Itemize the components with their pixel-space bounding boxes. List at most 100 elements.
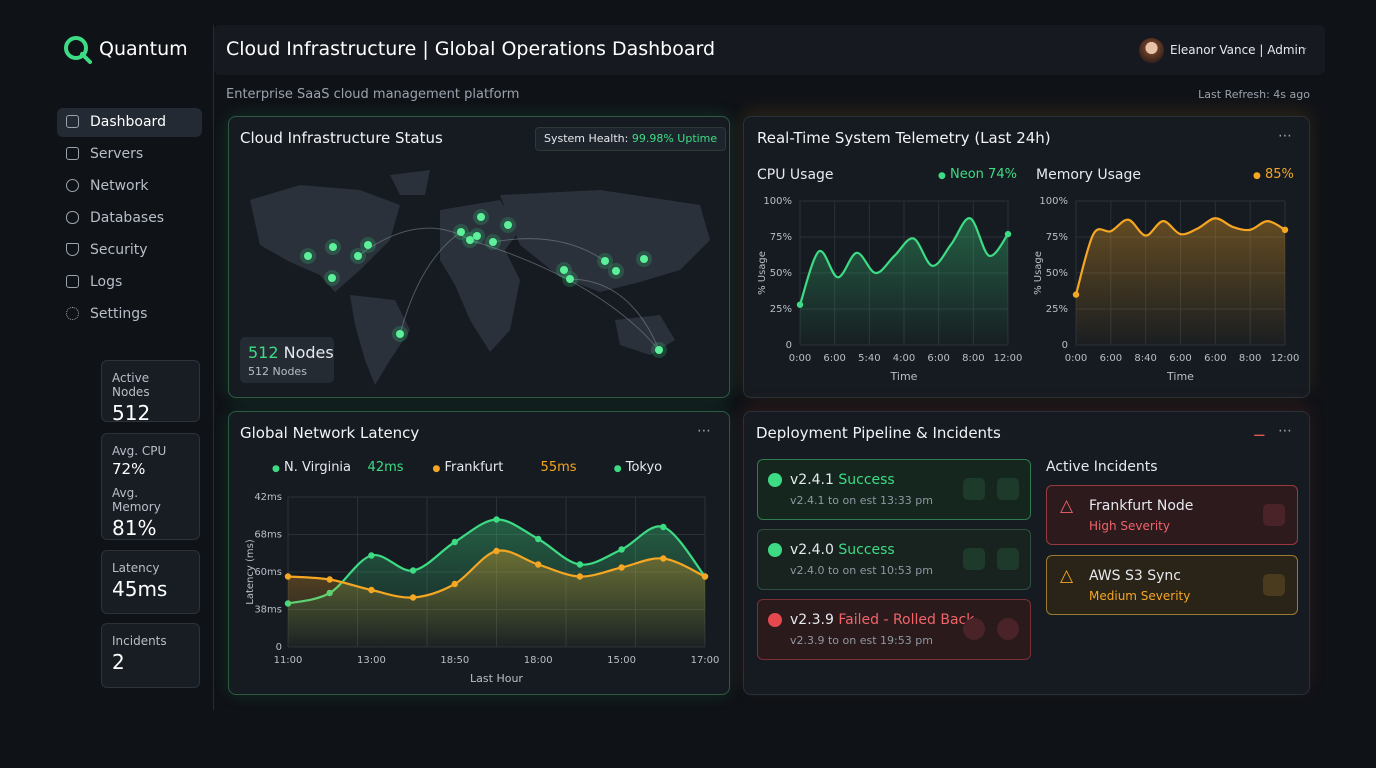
link-button[interactable] [997, 478, 1019, 500]
nodes-sub: 512 Nodes [248, 365, 307, 378]
incidents-title: Active Incidents [1046, 459, 1158, 475]
subtitle: Enterprise SaaS cloud management platfor… [226, 87, 520, 102]
history-button[interactable] [963, 618, 985, 640]
legend-label: 85% [1265, 167, 1294, 182]
nodes-value: 512 [248, 343, 279, 362]
nav-label: Databases [90, 210, 165, 226]
user-name[interactable]: Eleanor Vance | Admin [1170, 43, 1306, 57]
status: Success [838, 472, 895, 488]
latency-panel [228, 411, 730, 695]
nav-item[interactable]: Dashboard [57, 108, 202, 137]
nav-label: Servers [90, 146, 144, 162]
legend: ● N. Virginia 42ms ● Frankfurt 55ms ● To… [272, 460, 663, 475]
legend: ● 85% [1253, 167, 1294, 182]
version: v2.4.0 [790, 542, 834, 558]
stat-card: Latency 45ms [101, 550, 200, 614]
nav-item[interactable]: Security [57, 236, 202, 265]
health-badge: System Health: 99.98% Uptime [535, 127, 727, 151]
deploy-item[interactable]: v2.4.1 Success v2.4.1 to on est 13:33 pm [757, 459, 1031, 520]
nav-item[interactable]: Databases [57, 204, 202, 233]
incident-name: Frankfurt Node [1089, 498, 1194, 514]
stat-label: Avg. CPU [112, 444, 167, 458]
logo-icon [64, 36, 92, 64]
nav-item[interactable]: Settings [57, 300, 202, 329]
chart-title: CPU Usage [757, 167, 834, 183]
deploy-detail: v2.4.0 to on est 10:53 pm [790, 564, 933, 577]
approve-button[interactable] [963, 478, 985, 500]
bell-icon[interactable]: ⚊ [1253, 424, 1266, 440]
legend-value: 42ms [367, 460, 404, 475]
nav-icon [66, 211, 79, 224]
panel-title: Real-Time System Telemetry (Last 24h) [757, 129, 1051, 147]
deploy-item[interactable]: v2.4.0 Success v2.4.0 to on est 10:53 pm [757, 529, 1031, 590]
stat-label: Incidents [112, 634, 167, 648]
stat-label: Latency [112, 561, 160, 575]
health-value: 99.98% Uptime [631, 132, 718, 145]
deploy-detail: v2.4.1 to on est 13:33 pm [790, 494, 933, 507]
status: Failed - Rolled Back [838, 612, 975, 628]
menu-icon[interactable]: ⋯ [1278, 128, 1292, 144]
deploy-title: v2.3.9 Failed - Rolled Back [790, 612, 974, 628]
deploy-title: v2.4.0 Success [790, 542, 895, 558]
menu-icon[interactable]: ⋯ [1278, 423, 1292, 439]
nav-item[interactable]: Servers [57, 140, 202, 169]
panel-title: Deployment Pipeline & Incidents [756, 424, 1001, 442]
incident[interactable]: △ AWS S3 Sync Medium Severity [1046, 555, 1298, 615]
status-icon [768, 613, 782, 627]
incident-severity: High Severity [1089, 519, 1170, 533]
incident-button[interactable] [1263, 574, 1285, 596]
retry-button[interactable] [997, 618, 1019, 640]
menu-icon[interactable]: ⋯ [697, 423, 711, 439]
incident-severity: Medium Severity [1089, 589, 1191, 603]
warning-icon: △ [1060, 566, 1074, 586]
nav-label: Security [90, 242, 148, 258]
nav-icon [66, 115, 79, 128]
incident[interactable]: △ Frankfurt Node High Severity [1046, 485, 1298, 545]
stat-value: 72% [112, 460, 146, 478]
stat-label: Active Nodes [112, 371, 150, 399]
panel-title: Global Network Latency [240, 424, 420, 442]
legend-label: Tokyo [625, 460, 663, 475]
stat-card: Avg. CPU 72% Avg. Memory 81% [101, 433, 200, 540]
nodes-box [240, 337, 334, 383]
nodes-label: Nodes [283, 343, 334, 362]
stat-value: 81% [112, 516, 157, 540]
avatar[interactable] [1139, 38, 1164, 63]
deploy-detail: v2.3.9 to on est 19:53 pm [790, 634, 933, 647]
brand: Quantum [99, 38, 188, 60]
warning-icon: △ [1060, 496, 1074, 516]
legend-label: Neon 74% [950, 167, 1017, 182]
dropdown-caret[interactable]: ⌄ [1300, 42, 1309, 53]
deploy-title: v2.4.1 Success [790, 472, 895, 488]
status-icon [768, 473, 782, 487]
legend: ● Neon 74% [938, 167, 1017, 182]
stat-value: 45ms [112, 577, 168, 601]
approve-button[interactable] [963, 548, 985, 570]
stat-card: Active Nodes 512 [101, 360, 200, 425]
nav-label: Logs [90, 274, 123, 290]
nav-icon [66, 179, 79, 192]
legend-value: 55ms [540, 460, 577, 475]
deploy-item[interactable]: v2.3.9 Failed - Rolled Back v2.3.9 to on… [757, 599, 1031, 660]
telemetry-panel [743, 116, 1310, 398]
link-button[interactable] [997, 548, 1019, 570]
version: v2.3.9 [790, 612, 834, 628]
legend-label: N. Virginia [284, 460, 352, 475]
status: Success [838, 542, 895, 558]
nav-label: Network [90, 178, 149, 194]
stat-card: Incidents 2 [101, 623, 200, 688]
panel-title: Cloud Infrastructure Status [240, 129, 443, 147]
status-icon [768, 543, 782, 557]
page-title: Cloud Infrastructure | Global Operations… [226, 38, 716, 60]
stat-value: 512 [112, 401, 151, 425]
nodes-count: 512 Nodes [248, 343, 334, 362]
stat-value: 2 [112, 650, 125, 674]
nav-item[interactable]: Network [57, 172, 202, 201]
chart-title: Memory Usage [1036, 167, 1142, 183]
incident-button[interactable] [1263, 504, 1285, 526]
nav-item[interactable]: Logs [57, 268, 202, 297]
stat-label: Avg. Memory [112, 486, 161, 514]
nav-icon [66, 275, 79, 288]
nav-label: Settings [90, 306, 148, 322]
